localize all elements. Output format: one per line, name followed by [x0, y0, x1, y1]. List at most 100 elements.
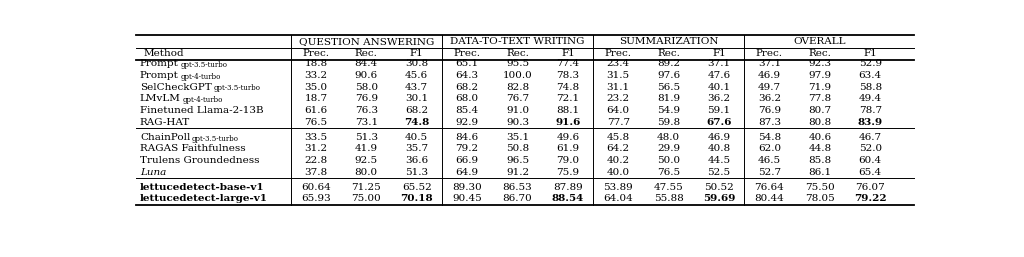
Text: 51.3: 51.3 — [406, 168, 428, 177]
Text: 76.3: 76.3 — [354, 106, 378, 115]
Text: 77.4: 77.4 — [556, 59, 580, 68]
Text: 75.50: 75.50 — [805, 183, 835, 192]
Text: 68.2: 68.2 — [406, 106, 428, 115]
Text: 97.6: 97.6 — [657, 71, 680, 80]
Text: 75.9: 75.9 — [556, 168, 580, 177]
Text: 59.8: 59.8 — [657, 117, 680, 126]
Text: 62.0: 62.0 — [758, 144, 781, 153]
Text: gpt-4-turbo: gpt-4-turbo — [182, 96, 223, 104]
Text: 23.4: 23.4 — [606, 59, 630, 68]
Text: 52.7: 52.7 — [758, 168, 781, 177]
Text: 40.2: 40.2 — [606, 156, 630, 165]
Text: 33.5: 33.5 — [304, 133, 328, 142]
Text: 43.7: 43.7 — [406, 83, 428, 92]
Text: 35.7: 35.7 — [406, 144, 428, 153]
Text: Rec.: Rec. — [506, 50, 529, 59]
Text: 54.8: 54.8 — [758, 133, 781, 142]
Text: 58.0: 58.0 — [354, 83, 378, 92]
Text: Method: Method — [143, 50, 184, 59]
Text: 72.1: 72.1 — [556, 94, 580, 103]
Text: 68.0: 68.0 — [456, 94, 478, 103]
Text: 58.8: 58.8 — [859, 83, 882, 92]
Text: 65.52: 65.52 — [401, 183, 431, 192]
Text: 80.7: 80.7 — [808, 106, 831, 115]
Text: 46.9: 46.9 — [708, 133, 730, 142]
Text: 45.8: 45.8 — [606, 133, 630, 142]
Text: 92.5: 92.5 — [354, 156, 378, 165]
Text: 68.2: 68.2 — [456, 83, 478, 92]
Text: 66.9: 66.9 — [456, 156, 478, 165]
Text: 35.1: 35.1 — [506, 133, 529, 142]
Text: 52.0: 52.0 — [859, 144, 882, 153]
Text: 65.1: 65.1 — [456, 59, 478, 68]
Text: 91.2: 91.2 — [506, 168, 529, 177]
Text: 96.5: 96.5 — [506, 156, 529, 165]
Text: Trulens Groundedness: Trulens Groundedness — [140, 156, 259, 165]
Text: 37.1: 37.1 — [708, 59, 730, 68]
Text: 88.1: 88.1 — [556, 106, 580, 115]
Text: 73.1: 73.1 — [354, 117, 378, 126]
Text: 50.8: 50.8 — [506, 144, 529, 153]
Text: 90.6: 90.6 — [354, 71, 378, 80]
Text: 83.9: 83.9 — [858, 117, 883, 126]
Text: 76.5: 76.5 — [304, 117, 328, 126]
Text: 31.1: 31.1 — [606, 83, 630, 92]
Text: ChainPoll: ChainPoll — [140, 133, 190, 142]
Text: 29.9: 29.9 — [657, 144, 680, 153]
Text: 85.4: 85.4 — [456, 106, 478, 115]
Text: 59.69: 59.69 — [702, 194, 735, 203]
Text: Rec.: Rec. — [657, 50, 680, 59]
Text: 70.18: 70.18 — [400, 194, 433, 203]
Text: 84.6: 84.6 — [456, 133, 478, 142]
Text: 56.5: 56.5 — [657, 83, 680, 92]
Text: 91.0: 91.0 — [506, 106, 529, 115]
Text: Prec.: Prec. — [454, 50, 480, 59]
Text: F1: F1 — [712, 50, 726, 59]
Text: 63.4: 63.4 — [859, 71, 882, 80]
Text: 40.8: 40.8 — [708, 144, 730, 153]
Text: Rec.: Rec. — [808, 50, 831, 59]
Text: Prec.: Prec. — [302, 50, 330, 59]
Text: 77.8: 77.8 — [808, 94, 831, 103]
Text: 18.7: 18.7 — [304, 94, 328, 103]
Text: 40.1: 40.1 — [708, 83, 730, 92]
Text: 78.3: 78.3 — [556, 71, 580, 80]
Text: 52.9: 52.9 — [859, 59, 882, 68]
Text: 89.30: 89.30 — [453, 183, 482, 192]
Text: RAG-HAT: RAG-HAT — [140, 117, 190, 126]
Text: Prec.: Prec. — [605, 50, 632, 59]
Text: Luna: Luna — [140, 168, 166, 177]
Text: 71.9: 71.9 — [808, 83, 831, 92]
Text: OVERALL: OVERALL — [794, 37, 846, 46]
Text: gpt-3.5-turbo: gpt-3.5-turbo — [180, 61, 227, 69]
Text: 59.1: 59.1 — [708, 106, 730, 115]
Text: 45.6: 45.6 — [406, 71, 428, 80]
Text: 88.54: 88.54 — [552, 194, 584, 203]
Text: 78.7: 78.7 — [859, 106, 882, 115]
Text: 87.3: 87.3 — [758, 117, 781, 126]
Text: 37.1: 37.1 — [758, 59, 781, 68]
Text: 95.5: 95.5 — [506, 59, 529, 68]
Text: 31.5: 31.5 — [606, 71, 630, 80]
Text: F1: F1 — [561, 50, 574, 59]
Text: Prec.: Prec. — [756, 50, 783, 59]
Text: 49.4: 49.4 — [859, 94, 882, 103]
Text: 97.9: 97.9 — [808, 71, 831, 80]
Text: 23.2: 23.2 — [606, 94, 630, 103]
Text: lettucedetect-large-v1: lettucedetect-large-v1 — [140, 194, 268, 203]
Text: 46.9: 46.9 — [758, 71, 781, 80]
Text: 90.45: 90.45 — [453, 194, 482, 203]
Text: 65.93: 65.93 — [301, 194, 331, 203]
Text: 31.2: 31.2 — [304, 144, 328, 153]
Text: 85.8: 85.8 — [808, 156, 831, 165]
Text: 86.1: 86.1 — [808, 168, 831, 177]
Text: 74.8: 74.8 — [404, 117, 429, 126]
Text: 55.88: 55.88 — [653, 194, 683, 203]
Text: 60.4: 60.4 — [859, 156, 882, 165]
Text: 50.0: 50.0 — [657, 156, 680, 165]
Text: 78.05: 78.05 — [805, 194, 835, 203]
Text: 41.9: 41.9 — [354, 144, 378, 153]
Text: 92.9: 92.9 — [456, 117, 478, 126]
Text: 80.44: 80.44 — [755, 194, 784, 203]
Text: 76.9: 76.9 — [758, 106, 781, 115]
